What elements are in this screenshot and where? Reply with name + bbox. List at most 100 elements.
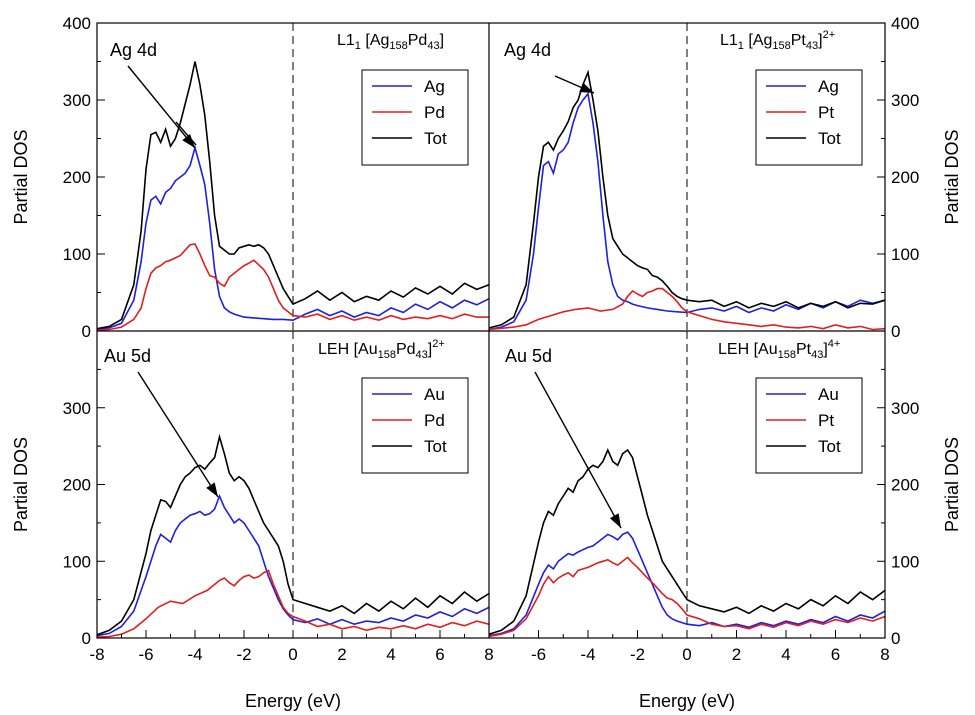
panel-label-count2: 43 bbox=[427, 40, 439, 52]
y-tick-label-right: 300 bbox=[891, 91, 919, 110]
y-tick-label-right: 400 bbox=[891, 14, 919, 33]
annotation-arrowhead bbox=[206, 482, 218, 497]
x-tick-label: 4 bbox=[781, 645, 790, 664]
legend-label-ag: Ag bbox=[818, 77, 839, 96]
panel-top-left: Ag 4d L11 [Ag158Pd43] Ag Pd Tot bbox=[97, 23, 489, 331]
series-line-tot bbox=[489, 447, 885, 635]
series-line-pt bbox=[489, 556, 885, 638]
x-tick-label: 6 bbox=[435, 645, 444, 664]
panel-top-right: Ag 4d L11 [Ag158Pt43]2+ Ag Pt Tot bbox=[489, 23, 885, 331]
panel-label-count1: 158 bbox=[389, 40, 407, 52]
series-line-pd bbox=[97, 243, 489, 331]
panel-label-count1: 158 bbox=[772, 40, 790, 52]
panel-label-prefix: LEH bbox=[318, 341, 349, 358]
x-tick-label: -2 bbox=[630, 645, 645, 664]
x-tick-label: 4 bbox=[386, 645, 395, 664]
panel-label-count1: 158 bbox=[378, 349, 396, 361]
annotation-arrow-line bbox=[137, 371, 219, 498]
panel-label: L11 [Ag158Pd43] bbox=[337, 32, 444, 52]
legend-label-ag: Ag bbox=[424, 77, 445, 96]
x-tick-label: -4 bbox=[580, 645, 595, 664]
x-tick-label: 0 bbox=[288, 645, 297, 664]
y-tick-label: 200 bbox=[63, 476, 91, 495]
x-tick-label: -6 bbox=[138, 645, 153, 664]
y-tick-label: 400 bbox=[63, 14, 91, 33]
legend-label-tot: Tot bbox=[818, 129, 841, 148]
y-tick-label: 0 bbox=[82, 322, 91, 341]
panel-label-element2: Pd bbox=[396, 341, 416, 358]
annotation-label: Ag 4d bbox=[110, 40, 157, 60]
panel-label-element2: Pt bbox=[796, 341, 812, 358]
panel-label-count1: 158 bbox=[778, 349, 796, 361]
legend: Au Pt Tot bbox=[755, 377, 863, 474]
panel-label-prefix: L1 bbox=[720, 32, 738, 49]
series-line-au bbox=[97, 493, 489, 637]
annotation-arrow-line bbox=[534, 371, 622, 529]
x-tick-label: -8 bbox=[89, 645, 104, 664]
legend: Au Pd Tot bbox=[361, 377, 469, 474]
panel-label-element1: [Ag bbox=[361, 32, 389, 49]
y-axis-title-right: Partial DOS bbox=[942, 437, 962, 532]
panel-label-count2: 43 bbox=[811, 349, 823, 361]
legend-label-tot: Tot bbox=[424, 437, 447, 456]
x-tick-label: -2 bbox=[236, 645, 251, 664]
y-tick-label-right: 0 bbox=[891, 629, 900, 648]
legend: Ag Pt Tot bbox=[755, 69, 863, 166]
legend-box bbox=[755, 69, 863, 166]
y-tick-label: 0 bbox=[82, 629, 91, 648]
annotation-label: Ag 4d bbox=[504, 40, 551, 60]
legend: Ag Pd Tot bbox=[361, 69, 469, 166]
annotation-arrow-line bbox=[127, 65, 196, 149]
panel-label-prefix: LEH bbox=[718, 341, 749, 358]
x-tick-label: 2 bbox=[732, 645, 741, 664]
x-tick-label: 0 bbox=[682, 645, 691, 664]
panel-label-charge: 2+ bbox=[432, 338, 445, 350]
x-tick-label: 6 bbox=[831, 645, 840, 664]
legend-label-au: Au bbox=[424, 385, 445, 404]
legend-label-tot: Tot bbox=[424, 129, 447, 148]
y-axis-title-left: Partial DOS bbox=[11, 129, 31, 224]
x-tick-label: 2 bbox=[337, 645, 346, 664]
x-tick-label: 8 bbox=[484, 645, 493, 664]
y-axis-title-right: Partial DOS bbox=[942, 129, 962, 224]
annotation-label: Au 5d bbox=[104, 346, 151, 366]
panel-label-count2: 43 bbox=[416, 349, 428, 361]
y-tick-label-right: 0 bbox=[891, 322, 900, 341]
panel-label-element1: [Ag bbox=[744, 32, 772, 49]
y-tick-label-right: 100 bbox=[891, 552, 919, 571]
series-line-tot bbox=[97, 61, 489, 330]
annotation-arrowhead bbox=[579, 82, 594, 93]
series-line-tot bbox=[489, 69, 885, 329]
legend-label-tot: Tot bbox=[818, 437, 841, 456]
panel-label-bracket: ] bbox=[428, 341, 432, 358]
annotation-arrowhead bbox=[182, 134, 195, 148]
panel-label-element2: Pt bbox=[791, 32, 807, 49]
panel-label-prefix: L1 bbox=[337, 32, 355, 49]
x-axis-title: Energy (eV) bbox=[639, 691, 735, 711]
y-tick-label: 100 bbox=[63, 552, 91, 571]
annotation-label: Au 5d bbox=[505, 346, 552, 366]
legend-box bbox=[755, 377, 863, 474]
panel-label-prefix-sub: 1 bbox=[738, 40, 744, 52]
panel-label-bracket: ] bbox=[440, 32, 444, 49]
legend-label-pd: Pd bbox=[424, 103, 445, 122]
panel-label-charge: 4+ bbox=[828, 338, 841, 350]
panel-label-prefix-sub: 1 bbox=[355, 40, 361, 52]
y-axis-title-left: Partial DOS bbox=[11, 437, 31, 532]
legend-label-au: Au bbox=[818, 385, 839, 404]
series-line-pd bbox=[97, 569, 489, 638]
x-tick-label: 8 bbox=[880, 645, 889, 664]
legend-label-pt: Pt bbox=[818, 103, 834, 122]
panel-label-bracket: ] bbox=[823, 341, 827, 358]
annotation-arrow-secondary bbox=[175, 121, 197, 146]
x-tick-label: -6 bbox=[531, 645, 546, 664]
panel-label: L11 [Ag158Pt43]2+ bbox=[720, 29, 835, 52]
series-line-ag bbox=[489, 91, 885, 331]
annotation-arrowhead bbox=[609, 513, 621, 528]
panel-label-charge: 2+ bbox=[823, 29, 836, 41]
y-tick-label: 300 bbox=[63, 399, 91, 418]
